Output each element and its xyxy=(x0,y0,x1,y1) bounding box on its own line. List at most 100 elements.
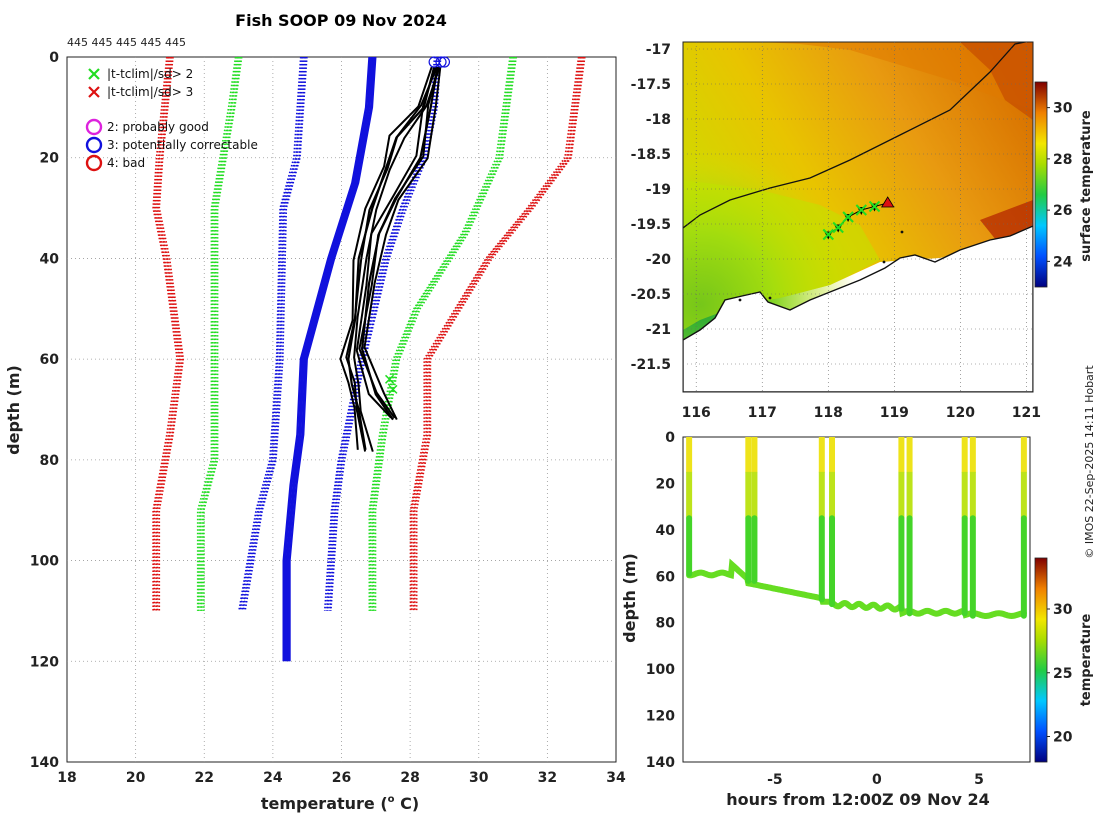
legend-label: |t-tclim|/sd> 3 xyxy=(107,85,193,99)
legend-circle-icon xyxy=(85,154,103,172)
legend-label: 4: bad xyxy=(107,156,145,170)
profile-line xyxy=(326,56,439,611)
profile-line xyxy=(409,56,580,611)
temp-cb-tick: 20 xyxy=(1053,730,1073,746)
profile-line xyxy=(355,66,437,419)
timedepth-xlabel: hours from 12:00Z 09 Nov 24 xyxy=(726,790,989,809)
timedepth-panel: -5 0 5 0 20 40 60 80 100 120 140 hours from 12:00Z… xyxy=(620,430,1094,809)
timedepth-ticks: -5 0 5 0 20 40 60 80 100 120 140 xyxy=(646,430,984,788)
shelf-contour xyxy=(683,42,1026,229)
legend-cross-icon xyxy=(88,86,100,98)
sst-cb-tick: 30 xyxy=(1053,101,1073,117)
map-xtick: 118 xyxy=(814,405,843,421)
top-annotation: 445 445 445 445 445 xyxy=(67,36,186,49)
profile-xtick: 28 xyxy=(400,770,419,786)
map-xtick: 117 xyxy=(748,405,777,421)
map-ticks: 116 117 118 119 120 121 -17 -17.5 -18 -18.5 -19 -19… xyxy=(631,42,1041,421)
track-flag-cross xyxy=(868,200,881,213)
profile-ytick: 140 xyxy=(30,755,59,771)
track-flag-cross xyxy=(855,204,868,216)
legend-item: 4: bad xyxy=(85,154,145,172)
timedepth-ytick: 20 xyxy=(656,476,676,492)
profile-xtick: 26 xyxy=(332,770,351,786)
profile-ytick: 100 xyxy=(30,554,59,570)
sst-colorbar-label: surface temperature xyxy=(1079,110,1094,262)
legend-cross-icon xyxy=(88,68,100,80)
sst-colorbar xyxy=(1034,81,1048,288)
map-ytick: -17 xyxy=(646,42,671,58)
flag-cross xyxy=(388,384,398,394)
profile-ytick: 40 xyxy=(40,251,60,267)
map-frame xyxy=(682,41,1034,393)
profile-ytick: 20 xyxy=(40,151,60,167)
profile-line xyxy=(153,56,180,611)
map-xtick: 120 xyxy=(946,405,975,421)
profile-line xyxy=(374,56,517,611)
timedepth-ytick: 40 xyxy=(656,523,676,539)
profile-line xyxy=(372,56,516,611)
timedepth-ylabel: depth (m) xyxy=(620,553,639,643)
profile-line xyxy=(283,56,372,662)
credit-text: © IMOS 22-Sep-2025 14:11 Hobart xyxy=(1083,365,1096,559)
profile-ytick: 60 xyxy=(40,352,60,368)
profile-legend: |t-tclim|/sd> 2 |t-tclim|/sd> 3 2: probabl… xyxy=(85,67,258,172)
map-xtick: 121 xyxy=(1012,405,1041,421)
map-ytick: -21 xyxy=(646,322,671,338)
legend-circle-icon xyxy=(85,136,103,154)
timedepth-xtick: 5 xyxy=(974,772,984,788)
profile-line xyxy=(353,66,441,452)
land-mass xyxy=(683,225,1033,392)
sst-cb-tick: 28 xyxy=(1053,152,1072,168)
profile-xtick: 24 xyxy=(263,770,283,786)
profile-line xyxy=(371,56,514,611)
figure-title: Fish SOOP 09 Nov 2024 xyxy=(235,11,447,30)
profile-line xyxy=(152,56,179,611)
profile-xtick: 32 xyxy=(538,770,557,786)
track-flag-cross xyxy=(822,228,834,241)
legend-label: 2: probably good xyxy=(107,120,209,134)
legend-circle-icon xyxy=(85,118,103,136)
profile-series-profile-1-black- xyxy=(347,66,436,450)
profile-ytick: 0 xyxy=(49,50,59,66)
timedepth-ytick: 120 xyxy=(646,709,675,725)
profile-xlabel: temperature (o C) xyxy=(261,794,419,813)
map-ytick: -19 xyxy=(646,182,671,198)
timedepth-casts xyxy=(686,437,1027,620)
profile-series xyxy=(152,56,586,662)
bottom-temperature-trace xyxy=(686,558,1027,620)
track-flag-cross xyxy=(832,221,844,234)
profile-line xyxy=(155,56,182,611)
profile-line xyxy=(339,66,433,450)
timedepth-ytick: 80 xyxy=(656,616,676,632)
map-field xyxy=(683,42,1033,392)
profile-xtick: 18 xyxy=(57,770,76,786)
flag-circle xyxy=(438,56,451,68)
profile-line xyxy=(288,56,377,662)
profile-line xyxy=(363,66,442,421)
map-ytick: -20 xyxy=(646,252,672,268)
timedepth-xtick: 0 xyxy=(872,772,882,788)
profile-series-clim-2sd xyxy=(368,56,517,611)
profile-line xyxy=(345,66,438,452)
profile-series-clim-3sd xyxy=(409,56,586,611)
sst-cb-tick: 24 xyxy=(1053,254,1073,270)
map-ytick: -17.5 xyxy=(631,77,671,93)
profile-line xyxy=(286,56,375,662)
timedepth-xtick: -5 xyxy=(767,772,783,788)
legend-item: |t-tclim|/sd> 3 xyxy=(88,85,193,99)
temp-colorbar-label: temperature xyxy=(1079,614,1094,707)
map-ytick: -20.5 xyxy=(631,287,671,303)
profile-line xyxy=(415,56,586,611)
legend-item: 2: probably good xyxy=(85,118,209,136)
temp-cb-tick: 25 xyxy=(1053,666,1072,682)
map-ytick: -18.5 xyxy=(631,147,671,163)
map-panel: 116 117 118 119 120 121 -17 -17.5 -18 -18.5 -19 -19… xyxy=(631,41,1094,421)
profile-flags xyxy=(385,56,451,394)
profile-xtick: 30 xyxy=(469,770,489,786)
profile-line xyxy=(347,66,436,450)
profile-line xyxy=(368,56,511,611)
legend-item: |t-tclim|/sd> 2 xyxy=(88,67,193,81)
profile-series-profile-cluster-blue- xyxy=(282,56,377,662)
map-ytick: -21.5 xyxy=(631,357,671,373)
